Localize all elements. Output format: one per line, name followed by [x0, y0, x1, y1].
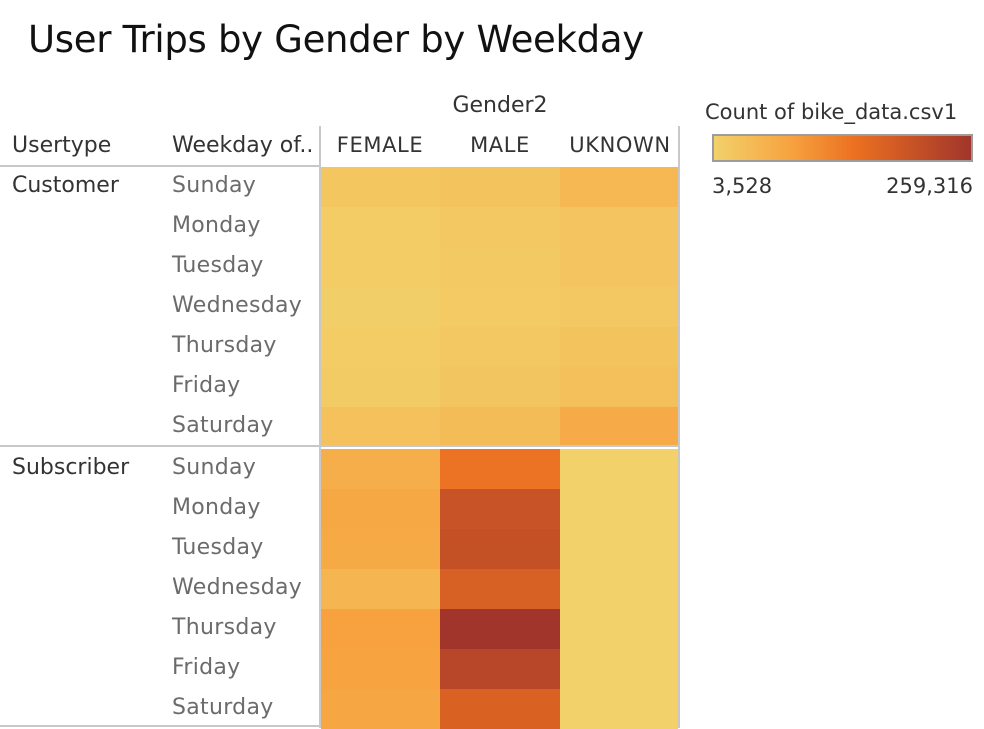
- heatmap-cell[interactable]: [321, 167, 440, 207]
- heatmap-cell[interactable]: [560, 327, 678, 367]
- weekday-label[interactable]: Monday: [172, 495, 261, 520]
- weekday-header[interactable]: Weekday of..: [172, 133, 314, 158]
- heatmap-cell[interactable]: [440, 367, 560, 407]
- heatmap-cell[interactable]: [321, 489, 440, 529]
- legend-max-label: 259,316: [886, 174, 973, 198]
- heatmap-cell[interactable]: [440, 609, 560, 649]
- heatmap-cell[interactable]: [321, 449, 440, 489]
- weekday-label[interactable]: Friday: [172, 655, 241, 680]
- table-right-border: [678, 126, 680, 728]
- chart-title: User Trips by Gender by Weekday: [28, 18, 644, 61]
- column-header-unknown[interactable]: UKNOWN: [569, 133, 671, 157]
- heatmap-cell[interactable]: [440, 167, 560, 207]
- weekday-label[interactable]: Tuesday: [172, 535, 264, 560]
- column-group-label: Gender2: [452, 93, 548, 118]
- usertype-label[interactable]: Customer: [12, 173, 119, 198]
- heatmap-cell[interactable]: [440, 569, 560, 609]
- heatmap-cell[interactable]: [321, 287, 440, 327]
- heatmap-cell[interactable]: [321, 407, 440, 445]
- weekday-label[interactable]: Sunday: [172, 173, 257, 198]
- legend-title: Count of bike_data.csv1: [705, 100, 958, 124]
- heatmap-cell[interactable]: [440, 529, 560, 569]
- heatmap-cell[interactable]: [560, 489, 678, 529]
- heatmap-cell[interactable]: [560, 689, 678, 729]
- weekday-label[interactable]: Friday: [172, 373, 241, 398]
- heatmap-cell[interactable]: [440, 207, 560, 247]
- legend-color-ramp: [712, 134, 973, 162]
- heatmap-cell[interactable]: [440, 489, 560, 529]
- heatmap-cell[interactable]: [440, 287, 560, 327]
- header-divider: [0, 165, 320, 167]
- heatmap-cell[interactable]: [560, 449, 678, 489]
- heatmap-cell[interactable]: [560, 247, 678, 287]
- weekday-label[interactable]: Tuesday: [172, 253, 264, 278]
- heatmap-cell[interactable]: [440, 327, 560, 367]
- heatmap-cell[interactable]: [440, 689, 560, 729]
- group-divider: [0, 445, 680, 447]
- heatmap-cell[interactable]: [560, 207, 678, 247]
- heatmap-cell[interactable]: [321, 327, 440, 367]
- weekday-label[interactable]: Monday: [172, 213, 261, 238]
- weekday-label[interactable]: Thursday: [172, 615, 277, 640]
- weekday-label[interactable]: Saturday: [172, 413, 274, 438]
- heatmap-cell[interactable]: [321, 689, 440, 729]
- heatmap-cell[interactable]: [321, 367, 440, 407]
- heatmap-cell[interactable]: [321, 529, 440, 569]
- heatmap-cell[interactable]: [321, 247, 440, 287]
- heatmap-cell[interactable]: [560, 529, 678, 569]
- heatmap-cell[interactable]: [440, 449, 560, 489]
- heatmap-cell[interactable]: [560, 609, 678, 649]
- column-header-female[interactable]: FEMALE: [336, 133, 424, 157]
- weekday-label[interactable]: Sunday: [172, 455, 257, 480]
- heatmap-cell[interactable]: [560, 367, 678, 407]
- heatmap-cell[interactable]: [560, 167, 678, 207]
- heatmap-cell[interactable]: [321, 609, 440, 649]
- heatmap-cell[interactable]: [440, 247, 560, 287]
- heatmap-cell[interactable]: [440, 407, 560, 445]
- column-header-male[interactable]: MALE: [470, 133, 530, 157]
- usertype-header[interactable]: Usertype: [12, 133, 112, 158]
- weekday-label[interactable]: Wednesday: [172, 293, 303, 318]
- row-header-divider: [319, 126, 321, 728]
- legend-min-label: 3,528: [712, 174, 773, 198]
- heatmap-cell[interactable]: [321, 569, 440, 609]
- weekday-label[interactable]: Thursday: [172, 333, 277, 358]
- heatmap-cell[interactable]: [321, 649, 440, 689]
- heatmap-cell[interactable]: [321, 207, 440, 247]
- heatmap-cell[interactable]: [560, 287, 678, 327]
- heatmap-cell[interactable]: [560, 649, 678, 689]
- weekday-label[interactable]: Saturday: [172, 695, 274, 720]
- heatmap-cell[interactable]: [560, 407, 678, 445]
- heatmap-cell[interactable]: [560, 569, 678, 609]
- weekday-label[interactable]: Wednesday: [172, 575, 303, 600]
- heatmap-cell[interactable]: [440, 649, 560, 689]
- usertype-label[interactable]: Subscriber: [12, 455, 130, 480]
